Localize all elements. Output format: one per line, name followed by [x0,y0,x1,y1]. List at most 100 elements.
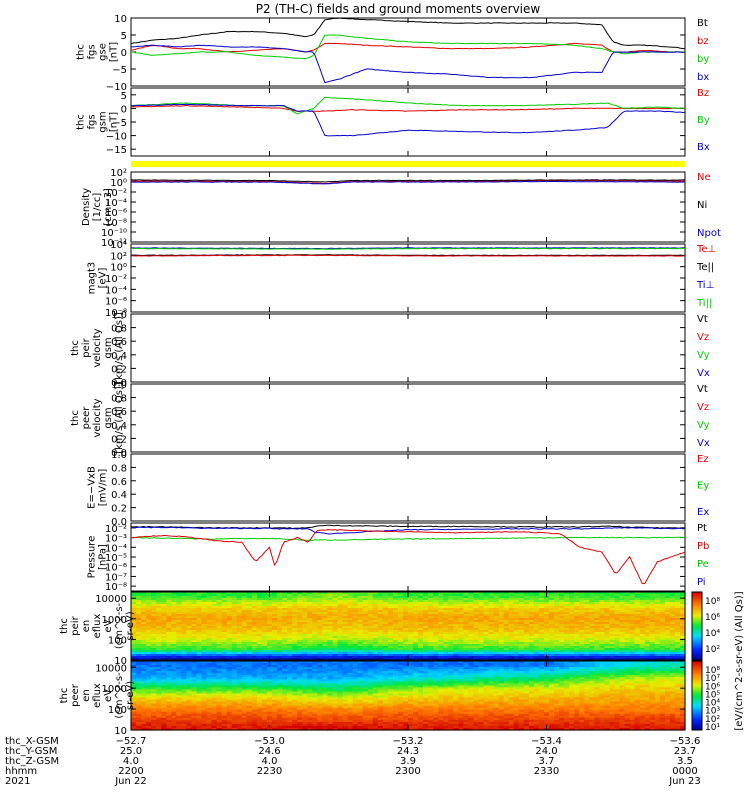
y-axis-label: thc [76,114,87,130]
y-tick-label: 10 [114,14,127,25]
panel-temperature: 10⁴10²10⁰10⁻²10⁻⁴10⁻⁶10⁻⁸magt3[eV]Te⊥Te|… [87,240,717,319]
series-line-bz [131,43,685,52]
legend-entry: Te⊥ [696,244,716,255]
y-axis-label: Pressure [87,536,98,579]
y-axis-label: thc [59,618,70,634]
panel-frame [131,244,685,312]
legend-entry: Pt [697,523,707,534]
y-axis-label: [mV/m] [98,469,109,507]
y-tick-label: 10² [110,251,127,262]
y-tick-label: 10⁴ [110,240,127,251]
y-axis-label: thc [76,44,87,60]
figure-title: P2 (TH-C) fields and ground moments over… [256,2,541,16]
legend-entry: Vz [697,332,709,343]
y-axis-label: [1/cc] [92,193,103,222]
panel-frame [131,88,685,156]
series-line-Npot [131,181,685,184]
legend-entry: bx [697,72,709,83]
legend-entry: Pb [697,541,709,552]
y-axis-label: thc [70,410,81,426]
y-tick-label: 5 [121,31,127,42]
y-tick-label: 0.4 [111,490,127,501]
y-axis-label: [nT] [109,42,120,62]
legend-entry: Pi [697,577,706,588]
y-tick-label: −10 [106,132,127,143]
y-axis-label: gsm [103,337,114,358]
y-axis-label: sr-eV) [125,611,136,640]
legend-entry: Ez [697,454,709,465]
legend-entry: Vx [697,438,710,449]
series-line-Ti|| [131,248,685,249]
y-axis-label: peir [81,337,92,357]
legend-entry: bz [697,36,709,47]
legend-entry: Ey [697,481,709,492]
legend-entry: Vx [697,368,710,379]
legend-entry: Ex [697,507,709,518]
legend-entry: Bx [697,142,710,153]
y-tick-label: 0.6 [111,477,127,488]
legend-entry: Npot [697,228,721,239]
y-axis-label: [cm−3] [103,188,114,226]
y-axis-label: eflux [92,614,103,639]
y-tick-label: 0 [121,48,127,59]
legend-entry: Vt [697,314,708,325]
y-axis-label: [eV] [98,268,109,289]
series-line-Pi [131,527,685,534]
legend-entry: Vy [697,350,710,361]
series-line-Bx [131,104,685,136]
y-axis-label: magt3 [87,262,98,295]
panel-pressure: 10⁻²10⁻³10⁻⁴10⁻⁵10⁻⁶10⁻⁷10⁻⁸Pressure[nPa… [87,523,710,593]
y-axis-label: (cm^2-s- [114,602,125,649]
legend-entry: Vt [697,384,708,395]
legend-entry: Ne [697,172,711,183]
legend-entry: by [697,54,709,65]
panel-frame [131,314,685,382]
y-tick-label: −15 [106,145,127,156]
legend-entry: Bz [697,88,709,99]
legend-entry: Ti⊥ [696,280,714,291]
y-tick-label: 0.2 [111,504,127,515]
y-axis-label: Density [81,188,92,226]
legend-entry: Ni [697,200,707,211]
panel-frame [131,523,685,591]
legend-entry: Vy [697,420,710,431]
y-axis-label: gse [98,43,109,61]
y-axis-label: [km/s (All Qs)] [114,382,125,454]
panel-frame [131,454,685,521]
y-axis-label: E=−VxB [87,466,98,509]
y-axis-label: fgs [87,114,98,129]
y-tick-label: 0.8 [111,463,127,474]
series-line-Bz [131,105,685,111]
y-tick-label: 10⁻⁶ [105,297,127,308]
y-axis-label: gsm [103,407,114,428]
y-tick-label: 10⁰ [110,263,127,274]
y-axis-label: [km/s (All Qs)] [114,312,125,384]
y-axis-label: velocity [92,328,103,367]
legend-entry: By [697,115,710,126]
legend-entry: Ti|| [696,298,712,309]
y-axis-label: fgs [87,44,98,59]
y-tick-label: 0 [121,104,127,115]
y-axis-label: [nT] [109,112,120,132]
y-axis-label: eV [103,619,114,632]
y-axis-label: [nPa] [98,544,109,570]
legend-entry: Vz [697,402,709,413]
y-tick-label: 10⁻⁸ [105,582,127,593]
series-line-Pe [131,537,685,540]
legend-entry: Pe [697,559,709,570]
legend-entry: Bt [697,18,708,29]
quality-flag-bar [131,161,685,167]
y-axis-label: velocity [92,398,103,437]
y-axis-label: gsm [98,111,109,132]
y-tick-label: 1.0 [111,450,127,461]
